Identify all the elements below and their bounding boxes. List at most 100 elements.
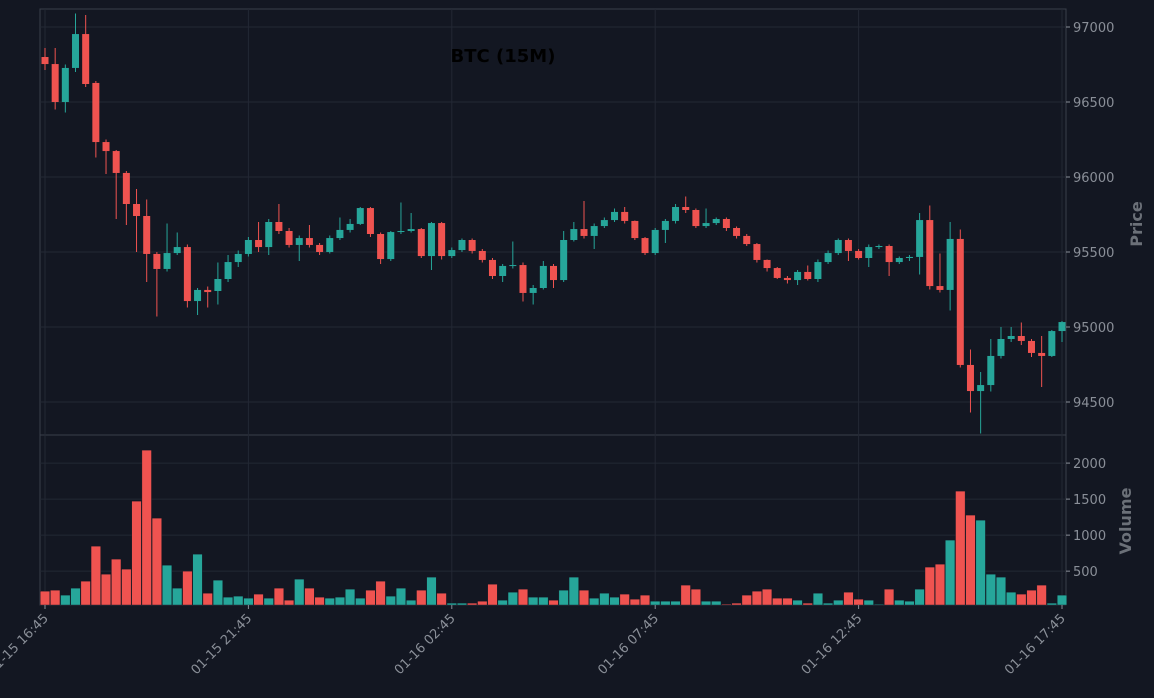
- volume-bar: [701, 600, 712, 606]
- volume-bar: [579, 589, 589, 606]
- candle-body: [1017, 336, 1025, 341]
- volume-bar: [640, 594, 651, 606]
- candle-body: [194, 289, 202, 302]
- candle-body: [427, 223, 435, 257]
- volume-bar: [894, 599, 905, 606]
- volume-bar: [40, 590, 50, 606]
- candle-body: [641, 238, 649, 254]
- candle-body: [519, 265, 527, 293]
- volume-bar: [182, 570, 193, 606]
- volume-bar: [477, 600, 488, 606]
- candle-body: [336, 229, 344, 239]
- candle-body: [987, 355, 995, 386]
- candle-body: [722, 219, 730, 228]
- x-tick-label: 01-16 12:45: [799, 611, 866, 678]
- volume-tick-label: 2000: [1073, 457, 1106, 472]
- volume-bar: [426, 576, 437, 606]
- volume-bar: [304, 587, 315, 606]
- volume-bar: [1026, 589, 1037, 606]
- volume-bar: [416, 589, 427, 606]
- candle-body: [214, 279, 222, 291]
- volume-bar: [467, 602, 478, 606]
- candle-body: [153, 253, 161, 269]
- candle-body: [763, 259, 771, 269]
- volume-bar: [568, 576, 579, 606]
- candle-body: [112, 151, 120, 173]
- candle-body: [316, 244, 324, 252]
- candle-body: [539, 265, 547, 288]
- volume-bar: [263, 597, 274, 606]
- volume-bar: [497, 599, 508, 606]
- y-tick-label: 96500: [1073, 96, 1114, 111]
- volume-bar: [955, 490, 966, 606]
- volume-bar: [141, 449, 152, 606]
- candle-body: [946, 238, 954, 290]
- candle-body: [600, 220, 608, 227]
- volume-bar: [843, 591, 854, 606]
- candle-body: [366, 208, 374, 234]
- candle-body: [377, 234, 385, 260]
- volume-bar: [711, 600, 722, 606]
- volume-bar: [518, 588, 528, 606]
- volume-bar: [131, 500, 142, 606]
- volume-bar: [111, 558, 122, 606]
- volume-bar: [121, 568, 132, 606]
- volume-bar: [904, 600, 915, 606]
- candle-body: [834, 240, 842, 254]
- candle-body: [92, 82, 100, 143]
- volume-bar: [436, 592, 447, 606]
- x-tick-label: 01-15 21:45: [188, 611, 255, 678]
- candle-body: [692, 210, 700, 227]
- candle-body: [672, 207, 680, 221]
- volume-bar: [406, 599, 417, 606]
- candle-body: [1007, 336, 1015, 339]
- volume-bar: [50, 589, 61, 606]
- candle-body: [458, 240, 466, 251]
- volume-bar: [507, 591, 518, 606]
- volume-bar: [192, 553, 203, 606]
- volume-bar: [294, 578, 305, 606]
- volume-bar: [690, 588, 701, 606]
- candle-body: [905, 256, 913, 258]
- volume-bar: [1036, 584, 1047, 606]
- candle-body: [244, 240, 252, 254]
- volume-tick-label: 500: [1073, 565, 1098, 580]
- volume-bar: [924, 566, 935, 606]
- candle-body: [895, 258, 903, 263]
- volume-bar: [172, 587, 183, 606]
- volume-bar: [823, 602, 834, 606]
- x-tick-label: 01-16 02:45: [392, 611, 459, 678]
- volume-bar: [772, 597, 783, 606]
- volume-bar: [284, 599, 295, 606]
- volume-bar: [945, 539, 956, 606]
- volume-axis-label: Volume: [1116, 487, 1135, 554]
- candle-body: [997, 339, 1005, 356]
- candle-body: [183, 247, 191, 302]
- candle-body: [1038, 352, 1046, 356]
- candle-body: [1027, 340, 1035, 353]
- volume-bar: [670, 600, 681, 606]
- candle-body: [1058, 322, 1066, 332]
- candle-body: [163, 253, 171, 269]
- candle-body: [712, 219, 720, 224]
- volume-bar: [1006, 591, 1017, 606]
- volume-bar: [365, 589, 376, 606]
- volume-bar: [548, 599, 559, 606]
- candle-body: [702, 223, 710, 227]
- candle-body: [794, 271, 802, 281]
- candle-body: [204, 289, 212, 293]
- volume-bar: [629, 598, 640, 606]
- candle-body: [844, 240, 852, 251]
- volume-bar: [456, 602, 467, 606]
- candle-body: [773, 268, 781, 278]
- candle-body: [509, 265, 517, 267]
- candle-body: [102, 142, 110, 152]
- volume-bar: [375, 580, 386, 606]
- candle-body: [407, 229, 415, 231]
- volume-bar: [762, 588, 773, 606]
- candle-body: [255, 240, 263, 248]
- volume-bar: [802, 602, 813, 606]
- candle-body: [285, 231, 293, 245]
